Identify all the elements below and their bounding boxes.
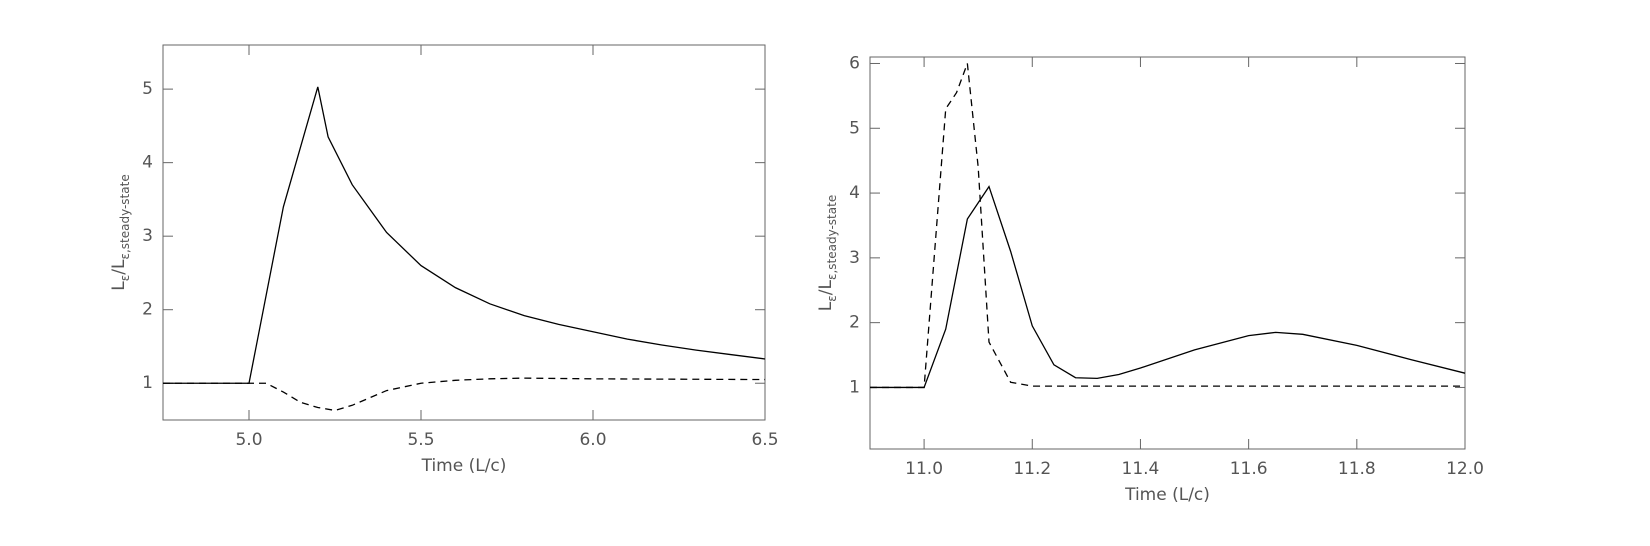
y-tick-label: 2 xyxy=(142,300,153,320)
y-axis-label: Lε/Lε,steady-state xyxy=(109,174,132,290)
y-label-part: /L xyxy=(109,259,129,275)
y-tick-label: 4 xyxy=(142,153,153,173)
y-tick-label: 2 xyxy=(849,313,860,333)
x-tick-label: 11.2 xyxy=(1013,459,1051,479)
y-tick-label: 6 xyxy=(849,53,860,73)
x-tick-label: 11.0 xyxy=(905,459,943,479)
y-label-part: L xyxy=(816,301,836,311)
x-tick-label: 11.8 xyxy=(1338,459,1376,479)
y-label-subscript: ε,steady-state xyxy=(825,195,839,280)
x-tick-label: 11.6 xyxy=(1230,459,1268,479)
y-label-part: /L xyxy=(816,279,836,295)
y-label-part: L xyxy=(109,281,129,291)
y-tick-label: 1 xyxy=(142,373,153,393)
y-axis-label: Lε/Lε,steady-state xyxy=(816,195,839,311)
y-tick-label: 4 xyxy=(849,183,860,203)
x-tick-label: 6.0 xyxy=(579,430,606,450)
y-tick-label: 3 xyxy=(142,226,153,246)
y-tick-label: 3 xyxy=(849,248,860,268)
x-axis-label: Time (L/c) xyxy=(1124,485,1210,505)
x-tick-label: 12.0 xyxy=(1446,459,1484,479)
x-tick-label: 11.4 xyxy=(1122,459,1160,479)
data-line xyxy=(163,86,766,384)
data-line xyxy=(870,185,1466,389)
y-label-subscript: ε,steady-state xyxy=(118,174,132,259)
x-tick-label: 6.5 xyxy=(751,430,778,450)
y-label-subscript: ε xyxy=(825,295,839,302)
y-tick-label: 1 xyxy=(849,377,860,397)
x-tick-label: 5.5 xyxy=(407,430,434,450)
y-label-subscript: ε xyxy=(118,275,132,282)
y-tick-label: 5 xyxy=(849,118,860,138)
plot-frame xyxy=(869,56,1466,450)
y-tick-label: 5 xyxy=(142,79,153,99)
data-line xyxy=(163,377,766,412)
plot-frame xyxy=(162,44,766,421)
x-tick-label: 5.0 xyxy=(235,430,262,450)
data-line xyxy=(870,63,1465,389)
x-axis-label: Time (L/c) xyxy=(421,456,507,476)
